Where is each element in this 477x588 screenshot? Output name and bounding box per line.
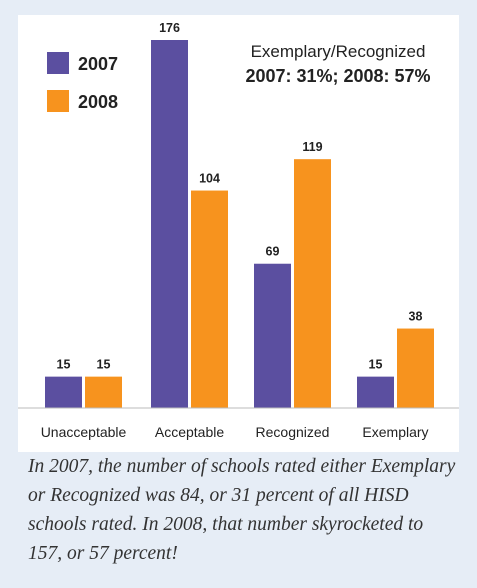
bar-recognized-2007: [254, 263, 291, 408]
legend-label-2007: 2007: [78, 54, 118, 74]
data-label-acceptable-2008: 104: [199, 172, 220, 186]
bar-acceptable-2007: [151, 40, 188, 408]
data-label-exemplary-2007: 15: [369, 358, 383, 372]
x-tick-label-acceptable: Acceptable: [155, 424, 224, 440]
annotation-line-2: 2007: 31%; 2008: 57%: [245, 66, 430, 86]
x-tick-label-unacceptable: Unacceptable: [41, 424, 127, 440]
bar-acceptable-2008: [191, 190, 228, 408]
bars: 15 15 176 104 69 119 15 38: [45, 21, 434, 408]
x-tick-label-exemplary: Exemplary: [362, 424, 428, 440]
data-label-exemplary-2008: 38: [409, 310, 423, 324]
data-label-unacceptable-2008: 15: [97, 358, 111, 372]
x-tick-label-recognized: Recognized: [256, 424, 330, 440]
data-label-recognized-2008: 119: [302, 140, 322, 154]
bar-recognized-2008: [294, 159, 331, 408]
legend-swatch-2007: [47, 52, 69, 74]
data-label-unacceptable-2007: 15: [57, 358, 71, 372]
x-axis-labels: Unacceptable Acceptable Recognized Exemplar…: [41, 424, 429, 440]
annotation: Exemplary/Recognized 2007: 31%; 2008: 57…: [245, 42, 430, 86]
data-label-recognized-2007: 69: [266, 245, 280, 259]
legend-swatch-2008: [47, 90, 69, 112]
data-label-acceptable-2007: 176: [159, 21, 180, 35]
bar-unacceptable-2008: [85, 376, 122, 408]
legend-label-2008: 2008: [78, 92, 118, 112]
bar-chart: 2007 2008 Exemplary/Recognized 2007: 31%;…: [18, 21, 459, 440]
bar-exemplary-2007: [357, 376, 394, 408]
bar-exemplary-2008: [397, 328, 434, 408]
bar-unacceptable-2007: [45, 376, 82, 408]
legend: 2007 2008: [47, 52, 118, 112]
annotation-line-1: Exemplary/Recognized: [251, 42, 426, 61]
caption: In 2007, the number of schools rated eit…: [28, 456, 456, 564]
